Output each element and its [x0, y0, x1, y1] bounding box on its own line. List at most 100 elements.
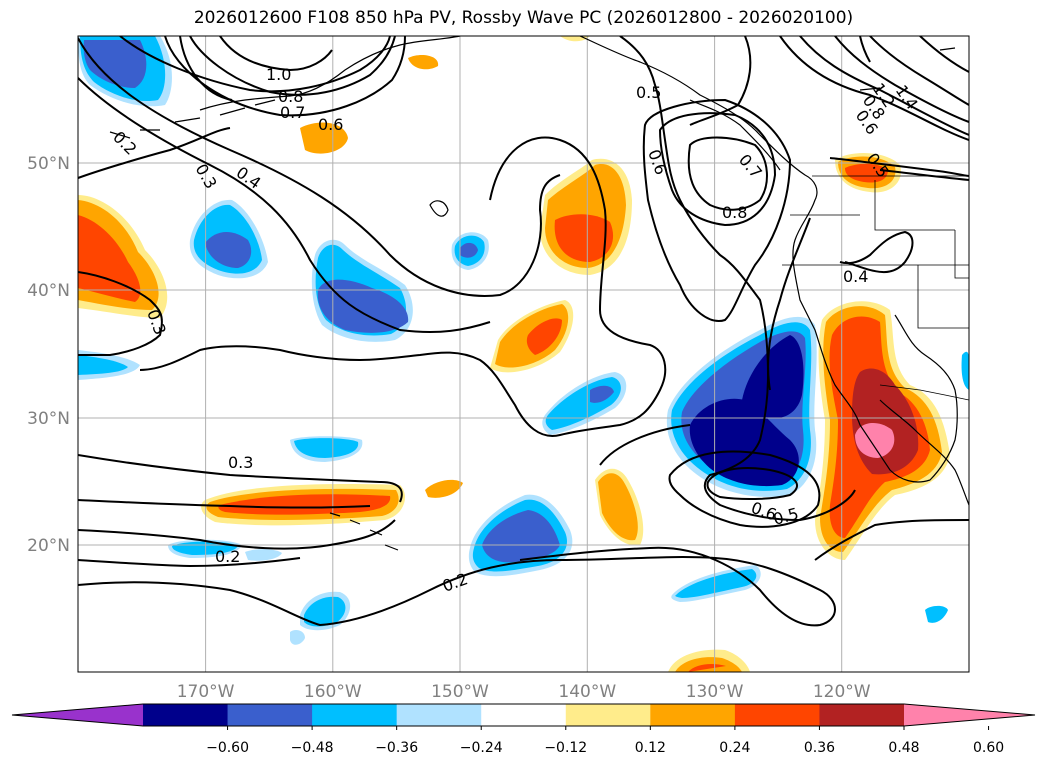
- lat-tick-label: 40°N: [27, 281, 70, 301]
- anomaly-blob: [845, 163, 888, 183]
- colorbar-tick-label: −0.48: [291, 740, 334, 756]
- contour-line: [119, 36, 391, 93]
- colorbar-tick-label: 0.60: [973, 740, 1004, 756]
- border-states: [782, 180, 969, 329]
- contour-line: [139, 136, 667, 437]
- contour-line: [668, 450, 821, 528]
- map-area: 1.0 0.8 0.7 0.6 0.4 0.3 0.2 0.3 0.3 0.2 …: [78, 36, 969, 672]
- colorbar-segment: [481, 704, 567, 726]
- contour-line: [189, 36, 396, 96]
- lon-tick-label: 140°W: [558, 682, 616, 702]
- anomaly-blob: [78, 355, 128, 375]
- lon-tick-label: 150°W: [431, 682, 489, 702]
- pv-contours: [78, 36, 969, 627]
- contour-line: [164, 36, 406, 117]
- coastlines: [109, 36, 969, 551]
- map-title: 2026012600 F108 850 hPa PV, Rossby Wave …: [193, 8, 854, 28]
- lon-tick-labels: 170°W 160°W 150°W 140°W 130°W 120°W: [177, 682, 871, 702]
- contour-line: [219, 36, 333, 72]
- anomaly-blob: [961, 351, 969, 390]
- anomaly-blob: [304, 596, 346, 627]
- colorbar-segment: [227, 704, 313, 726]
- contour-line: [689, 36, 752, 126]
- colorbar: −0.60 −0.48 −0.36 −0.24 −0.12 0.12 0.24 0.36 0.4…: [11, 703, 1036, 756]
- contour-line: [706, 467, 798, 501]
- contour-line: [859, 36, 871, 63]
- contour-line: [78, 454, 403, 503]
- contour-label: 0.6: [318, 115, 343, 134]
- colorbar-segment: [396, 704, 482, 726]
- anomaly-blob: [482, 510, 560, 563]
- anomaly-blob: [317, 279, 409, 333]
- anomaly-blob: [925, 605, 948, 623]
- contour-line: [78, 557, 301, 568]
- coastline-mexico: [879, 399, 969, 506]
- contour-line: [919, 36, 969, 73]
- colorbar-tick-label: 0.36: [804, 740, 835, 756]
- anomaly-blob: [294, 438, 359, 458]
- anomaly-blob: [675, 569, 757, 598]
- contour-line: [779, 36, 969, 141]
- anomaly-blob: [460, 242, 478, 258]
- contour-line: [834, 36, 969, 123]
- anomaly-blob: [688, 664, 726, 672]
- anomaly-blob: [526, 318, 562, 355]
- contour-line: [814, 519, 969, 561]
- coastline-island: [429, 200, 449, 217]
- anomaly-blob: [689, 398, 799, 487]
- lon-tick-label: 120°W: [813, 682, 871, 702]
- anomaly-blob: [83, 40, 147, 88]
- anomaly-blob: [205, 232, 252, 268]
- lat-tick-labels: 50°N 40°N 30°N 20°N: [27, 154, 70, 556]
- lat-tick-label: 50°N: [27, 154, 70, 174]
- anomaly-blob: [245, 549, 282, 561]
- anomaly-blob: [590, 385, 614, 403]
- colorbar-segment: [734, 704, 820, 726]
- colorbar-segment: [819, 704, 905, 726]
- coastline-hawaii: [329, 512, 399, 551]
- lon-tick-label: 130°W: [686, 682, 744, 702]
- anomaly-blob: [598, 473, 638, 541]
- colorbar-extend-min: [12, 704, 143, 726]
- contour-label: 0.3: [228, 453, 253, 472]
- colorbar-tick-label: −0.24: [460, 740, 503, 756]
- colorbar-tick-label: −0.60: [206, 740, 249, 756]
- contour-line: [619, 36, 856, 522]
- contour-label: 0.4: [843, 267, 868, 286]
- contour-label: 0.8: [722, 203, 747, 222]
- coastline-bc: [579, 36, 958, 483]
- colorbar-tick-label: −0.36: [375, 740, 418, 756]
- colorbar-segment: [312, 704, 398, 726]
- anomaly-blob: [408, 54, 439, 70]
- border-us-mexico: [879, 384, 969, 401]
- contour-label: 0.7: [280, 103, 305, 122]
- contour-label: 0.5: [636, 83, 661, 102]
- anomaly-blob: [78, 215, 141, 302]
- anomaly-blob: [290, 630, 305, 645]
- contour-label: 0.2: [215, 547, 240, 566]
- contour-line: [78, 519, 396, 550]
- contour-label: 1.0: [266, 65, 291, 84]
- colorbar-segment: [650, 704, 736, 726]
- lat-tick-label: 30°N: [27, 409, 70, 429]
- contour-line: [78, 499, 371, 509]
- lon-tick-label: 160°W: [304, 682, 362, 702]
- contour-line: [799, 36, 969, 136]
- lon-tick-label: 170°W: [177, 682, 235, 702]
- contour-line: [839, 230, 914, 274]
- colorbar-segment: [143, 704, 229, 726]
- contour-line: [78, 37, 561, 297]
- coastline-north-coast: [689, 99, 781, 171]
- anomaly-blob: [300, 122, 348, 154]
- contour-label: 0.8: [278, 87, 303, 106]
- contour-line: [869, 36, 969, 106]
- contour-line: [599, 424, 691, 466]
- lat-tick-label: 20°N: [27, 536, 70, 556]
- contour-line: [78, 77, 491, 333]
- anomaly-blob: [554, 214, 614, 262]
- contour-line: [687, 136, 768, 211]
- coastline-alaska: [199, 36, 461, 111]
- contour-line: [179, 36, 233, 101]
- political-borders: [782, 175, 969, 401]
